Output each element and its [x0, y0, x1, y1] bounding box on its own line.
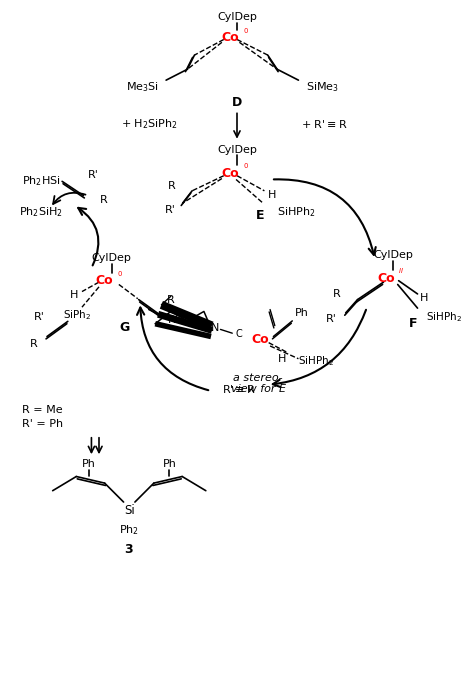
Text: $^0$: $^0$: [243, 28, 248, 38]
Text: CylDep: CylDep: [92, 254, 132, 263]
Text: CylDep: CylDep: [217, 12, 257, 22]
Text: R: R: [168, 181, 176, 191]
Text: Co: Co: [96, 274, 113, 287]
Text: Co: Co: [221, 167, 239, 180]
Text: $^0$: $^0$: [243, 164, 248, 174]
Text: Si: Si: [124, 504, 135, 517]
Text: SiHPh$_2$: SiHPh$_2$: [426, 310, 462, 324]
Text: R': R': [34, 312, 45, 322]
Text: R': R': [326, 314, 337, 324]
Text: SiMe$_3$: SiMe$_3$: [306, 80, 338, 94]
Text: R: R: [30, 339, 37, 349]
Text: Ph$_2$: Ph$_2$: [119, 524, 139, 537]
Text: CylDep: CylDep: [217, 145, 257, 155]
Text: CylDep: CylDep: [373, 250, 413, 260]
Text: R': R': [87, 170, 98, 180]
Text: Co: Co: [221, 31, 239, 44]
Text: R': R': [164, 205, 175, 215]
Text: R' = Ph: R' = Ph: [22, 419, 63, 429]
Text: R = Me: R = Me: [22, 405, 63, 415]
Text: Ph$_2$HSi: Ph$_2$HSi: [22, 174, 61, 188]
Text: + H$_2$SiPh$_2$: + H$_2$SiPh$_2$: [121, 116, 178, 131]
Text: H: H: [268, 190, 277, 200]
Text: H: H: [419, 293, 428, 303]
Text: Ph$_2$SiH$_2$: Ph$_2$SiH$_2$: [19, 206, 63, 219]
Text: a stereo-: a stereo-: [234, 373, 283, 383]
Text: $\mathbf{F}$: $\mathbf{F}$: [408, 317, 418, 330]
Text: R: R: [167, 295, 175, 305]
Text: Ph: Ph: [295, 308, 309, 318]
Text: $\mathbf{E}$: $\mathbf{E}$: [255, 209, 264, 222]
Text: Co: Co: [252, 333, 269, 347]
Text: $^0$: $^0$: [117, 271, 123, 281]
Text: R': R': [168, 315, 179, 325]
Text: H: H: [278, 354, 286, 363]
Text: C: C: [235, 329, 242, 339]
Text: R: R: [333, 289, 341, 299]
Text: $\mathbf{3}$: $\mathbf{3}$: [124, 543, 134, 556]
Text: $\mathbf{D}$: $\mathbf{D}$: [231, 96, 243, 109]
Text: view for E: view for E: [231, 384, 286, 394]
Text: SiPh$_2$: SiPh$_2$: [63, 308, 91, 322]
Text: N: N: [210, 324, 219, 333]
Text: $^{II}$: $^{II}$: [398, 269, 404, 279]
Text: Ph: Ph: [82, 459, 96, 469]
Text: Me$_3$Si: Me$_3$Si: [126, 80, 159, 94]
Text: Ph: Ph: [163, 459, 176, 469]
Text: + R'$\equiv$R: + R'$\equiv$R: [301, 118, 348, 130]
Text: SiHPh$_2$: SiHPh$_2$: [277, 206, 316, 219]
Text: Co: Co: [377, 272, 395, 285]
Text: SiHPh$_2$: SiHPh$_2$: [298, 355, 334, 368]
Text: $\mathbf{G}$: $\mathbf{G}$: [119, 322, 130, 334]
Text: H: H: [70, 290, 78, 300]
Text: R'$\equiv$R: R'$\equiv$R: [222, 384, 256, 396]
Text: R: R: [100, 195, 108, 205]
